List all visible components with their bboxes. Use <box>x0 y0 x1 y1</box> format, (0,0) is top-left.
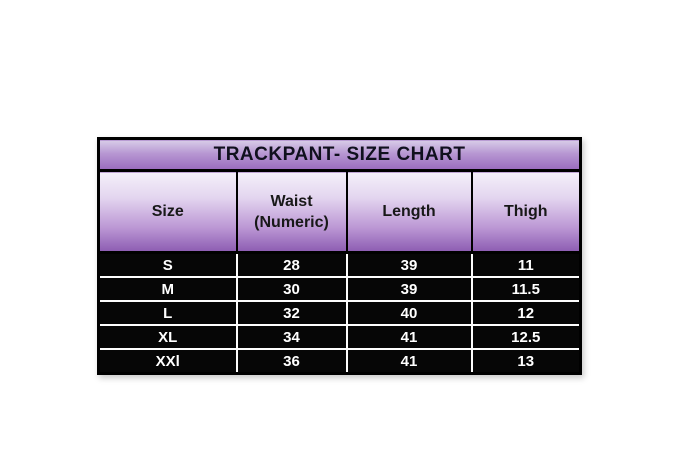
size-chart-table: TRACKPANT- SIZE CHART Size Waist (Numeric… <box>97 137 583 375</box>
column-header-waist-label-line2: (Numeric) <box>254 213 329 231</box>
waist-cell: 30 <box>235 276 347 301</box>
waist-cell: 36 <box>235 348 347 374</box>
size-cell: L <box>98 300 237 325</box>
length-cell: 41 <box>345 348 472 374</box>
table-row-xxl: XXl 36 41 13 <box>98 348 581 374</box>
column-header-length: Length <box>345 170 472 254</box>
size-cell: XL <box>98 324 237 349</box>
chart-title: TRACKPANT- SIZE CHART <box>98 138 581 172</box>
table-row-l: L 32 40 12 <box>98 300 581 325</box>
thigh-cell: 11 <box>470 252 581 277</box>
length-cell: 41 <box>345 324 472 349</box>
table-row-m: M 30 39 11.5 <box>98 276 581 301</box>
thigh-cell: 12.5 <box>470 324 581 349</box>
length-cell: 39 <box>345 252 472 277</box>
column-header-length-label: Length <box>382 203 436 220</box>
column-header-thigh: Thigh <box>470 170 581 254</box>
size-cell: XXl <box>98 348 237 374</box>
table-row-s: S 28 39 11 <box>98 252 581 277</box>
waist-cell: 32 <box>235 300 347 325</box>
size-cell: M <box>98 276 237 301</box>
title-row: TRACKPANT- SIZE CHART <box>98 138 581 172</box>
column-header-thigh-label: Thigh <box>504 203 548 220</box>
column-header-size: Size <box>98 170 237 254</box>
length-cell: 40 <box>345 300 472 325</box>
size-cell: S <box>98 252 237 277</box>
thigh-cell: 12 <box>470 300 581 325</box>
column-header-size-label: Size <box>151 203 184 220</box>
waist-cell: 34 <box>235 324 347 349</box>
length-cell: 39 <box>345 276 472 301</box>
waist-cell: 28 <box>235 252 347 277</box>
thigh-cell: 11.5 <box>470 276 581 301</box>
column-header-row: Size Waist (Numeric) Length Thigh <box>98 170 581 254</box>
table-row-xl: XL 34 41 12.5 <box>98 324 581 349</box>
thigh-cell: 13 <box>470 348 581 374</box>
column-header-waist: Waist (Numeric) <box>235 170 347 254</box>
column-header-waist-label: Waist <box>270 192 313 210</box>
